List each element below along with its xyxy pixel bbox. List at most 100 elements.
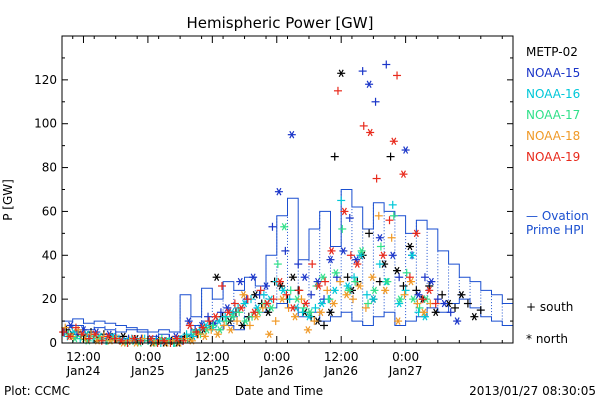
point-stroke xyxy=(237,277,243,286)
point-stroke xyxy=(344,290,350,299)
point-stroke xyxy=(216,317,222,325)
data-point-south xyxy=(385,216,394,225)
point-stroke xyxy=(415,290,422,299)
data-point-north xyxy=(327,247,336,255)
data-point-south xyxy=(233,317,242,326)
data-point-south xyxy=(405,273,414,282)
data-point-south xyxy=(336,277,345,286)
point-stroke xyxy=(341,207,347,216)
point-stroke xyxy=(422,312,428,321)
y-tick-label: 0 xyxy=(49,336,57,350)
data-point-north xyxy=(226,326,235,334)
legend: METP-02 NOAA-15 NOAA-16 NOAA-17 NOAA-18 NOAA-… xyxy=(526,45,580,164)
data-point-north xyxy=(412,229,421,238)
data-point-south xyxy=(220,321,229,330)
data-point-south xyxy=(395,273,404,282)
point-stroke xyxy=(200,323,206,332)
x-axis-label: Date and Time xyxy=(235,384,323,398)
data-point-south xyxy=(372,174,381,183)
data-point-south xyxy=(110,334,119,343)
data-point-south xyxy=(182,330,191,339)
point-stroke xyxy=(105,332,111,341)
data-point-north xyxy=(264,308,273,317)
data-point-north xyxy=(331,269,340,277)
data-point-north xyxy=(343,282,352,290)
point-stroke xyxy=(92,330,98,338)
point-stroke xyxy=(471,312,477,321)
point-stroke xyxy=(327,308,333,317)
legend-entry: METP-02 xyxy=(526,45,578,59)
data-point-north xyxy=(318,273,327,281)
data-point-north xyxy=(237,304,246,312)
data-point-north xyxy=(224,308,233,317)
point-stroke xyxy=(340,247,346,255)
legend-ovation-line2: Prime HPI xyxy=(526,223,584,237)
data-point-north xyxy=(340,207,349,216)
point-stroke xyxy=(305,326,311,334)
data-point-south xyxy=(286,286,295,295)
data-point-south xyxy=(205,317,214,326)
data-point-south xyxy=(221,312,230,321)
data-point-north xyxy=(366,128,375,137)
data-point-north xyxy=(440,299,449,308)
point-stroke xyxy=(66,332,73,341)
data-point-south xyxy=(333,86,342,95)
data-point-south xyxy=(297,295,306,304)
point-stroke xyxy=(403,146,409,154)
data-point-north xyxy=(368,273,377,281)
data-point-south xyxy=(192,328,201,337)
data-point-north xyxy=(329,299,338,308)
data-point-north xyxy=(406,277,415,286)
data-point-south xyxy=(310,317,319,326)
x-tick-label-time: 0:00 xyxy=(263,350,290,364)
data-point-south xyxy=(388,200,397,209)
point-stroke xyxy=(79,330,85,338)
data-point-south xyxy=(425,281,434,290)
point-stroke xyxy=(225,308,231,317)
data-point-north xyxy=(381,286,390,295)
point-stroke xyxy=(384,277,390,286)
data-point-south xyxy=(364,299,373,308)
point-stroke xyxy=(397,295,403,303)
data-point-north xyxy=(342,290,351,299)
point-stroke xyxy=(253,312,259,321)
point-stroke xyxy=(319,299,325,308)
data-point-south xyxy=(433,295,442,304)
data-point-north xyxy=(280,223,289,231)
point-stroke xyxy=(353,255,359,264)
point-stroke xyxy=(318,308,324,317)
data-point-north xyxy=(288,304,297,312)
point-stroke xyxy=(446,299,452,308)
data-point-north xyxy=(408,251,417,260)
data-point-north xyxy=(249,273,258,281)
data-point-south xyxy=(281,246,290,255)
data-point-north xyxy=(278,295,287,303)
data-point-north xyxy=(265,330,274,338)
data-point-north xyxy=(91,330,100,338)
point-stroke xyxy=(394,266,400,275)
point-stroke xyxy=(251,308,257,317)
data-point-north xyxy=(317,299,326,308)
data-point-south xyxy=(273,260,282,269)
legend-south: + south xyxy=(526,300,573,314)
point-stroke xyxy=(366,80,372,89)
data-point-north xyxy=(409,295,418,303)
point-stroke xyxy=(252,290,258,299)
x-tick-label-date: Jan26 xyxy=(323,364,358,378)
data-point-north xyxy=(414,290,423,299)
point-stroke xyxy=(230,312,236,321)
data-point-south xyxy=(349,295,358,304)
point-stroke xyxy=(407,242,413,251)
data-point-south xyxy=(402,268,411,277)
point-stroke xyxy=(306,312,312,321)
data-point-south xyxy=(259,290,268,299)
data-point-south xyxy=(209,321,218,330)
data-point-north xyxy=(172,334,181,343)
point-stroke xyxy=(316,282,322,290)
point-stroke xyxy=(409,251,415,260)
point-stroke xyxy=(148,334,154,343)
point-stroke xyxy=(380,251,386,260)
point-stroke xyxy=(320,273,326,281)
point-stroke xyxy=(213,312,219,321)
data-point-south xyxy=(393,71,402,80)
